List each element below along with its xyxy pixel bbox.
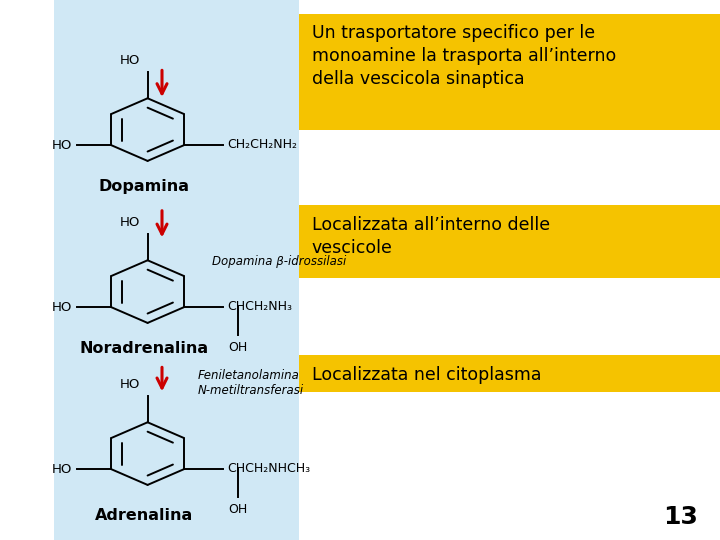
Text: Noradrenalina: Noradrenalina xyxy=(79,341,209,356)
Text: HO: HO xyxy=(51,139,72,152)
Text: HO: HO xyxy=(120,378,140,391)
Text: 13: 13 xyxy=(664,505,698,529)
Text: OH: OH xyxy=(228,341,248,354)
Text: Adrenalina: Adrenalina xyxy=(95,508,193,523)
Text: HO: HO xyxy=(120,216,140,229)
Text: HO: HO xyxy=(51,463,72,476)
Bar xyxy=(0,0,54,540)
Text: CHCH₂NHCH₃: CHCH₂NHCH₃ xyxy=(227,462,310,475)
Text: HO: HO xyxy=(120,54,140,67)
Text: HO: HO xyxy=(51,301,72,314)
Text: Un trasportatore specifico per le
monoamine la trasporta all’interno
della vesci: Un trasportatore specifico per le monoam… xyxy=(312,24,616,88)
Text: Localizzata nel citoplasma: Localizzata nel citoplasma xyxy=(312,366,541,383)
Bar xyxy=(299,205,720,278)
Text: Feniletanolamina
N-metiltransferasi: Feniletanolamina N-metiltransferasi xyxy=(198,369,304,397)
Bar xyxy=(299,14,720,130)
Text: Dopamina β-idrossilasi: Dopamina β-idrossilasi xyxy=(212,255,346,268)
Text: CH₂CH₂NH₂: CH₂CH₂NH₂ xyxy=(227,138,297,151)
Text: Localizzata all’interno delle
vescicole: Localizzata all’interno delle vescicole xyxy=(312,216,550,257)
Text: Dopamina: Dopamina xyxy=(99,179,189,194)
Bar xyxy=(54,0,299,540)
Bar xyxy=(299,355,720,392)
Text: OH: OH xyxy=(228,503,248,516)
Text: CHCH₂NH₃: CHCH₂NH₃ xyxy=(227,300,292,313)
